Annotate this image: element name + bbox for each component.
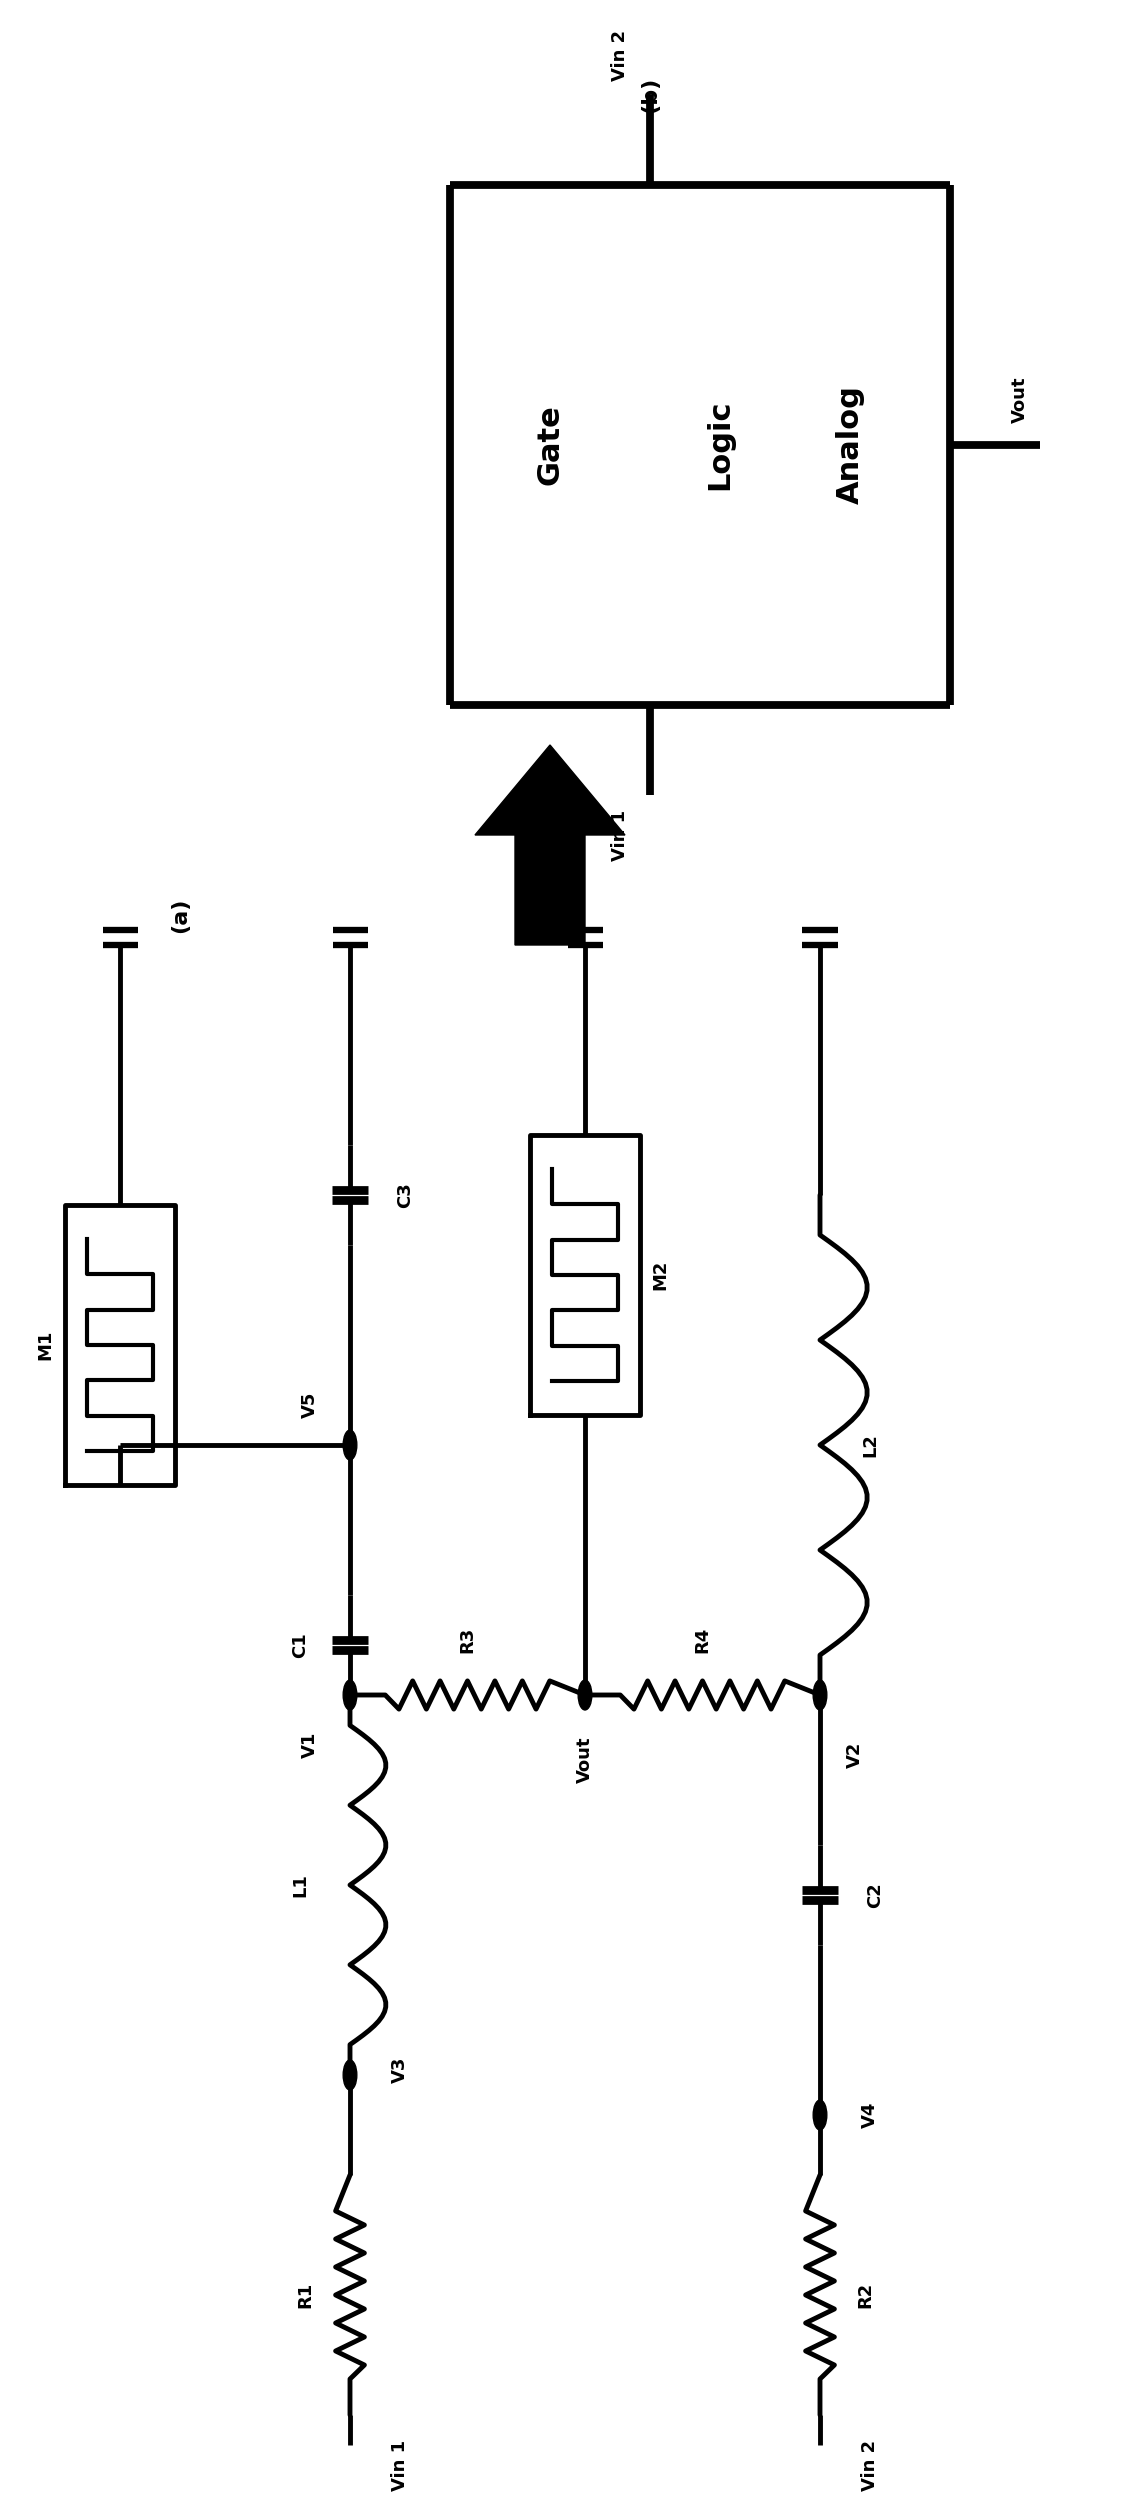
Circle shape <box>343 1679 357 1709</box>
Text: R2: R2 <box>856 2283 874 2308</box>
Text: C3: C3 <box>396 1183 414 1208</box>
Text: Vout: Vout <box>576 1737 594 1784</box>
Text: Vin 1: Vin 1 <box>611 808 629 861</box>
Text: Logic: Logic <box>705 399 735 489</box>
Text: Gate: Gate <box>536 404 564 487</box>
Text: V3: V3 <box>391 2056 409 2083</box>
Text: Vin 2: Vin 2 <box>611 30 629 80</box>
Circle shape <box>343 1430 357 1460</box>
Text: V2: V2 <box>846 1742 864 1769</box>
Text: Analog: Analog <box>836 387 864 504</box>
Polygon shape <box>475 746 625 946</box>
Text: V5: V5 <box>301 1392 319 1417</box>
Circle shape <box>579 1679 592 1709</box>
Circle shape <box>813 1679 827 1709</box>
Text: (b): (b) <box>640 77 659 112</box>
Text: Vin 2: Vin 2 <box>861 2440 879 2490</box>
Text: R4: R4 <box>694 1627 712 1654</box>
Circle shape <box>813 2101 827 2131</box>
Text: V1: V1 <box>301 1732 319 1759</box>
Text: (a): (a) <box>171 898 190 933</box>
Text: C1: C1 <box>291 1632 309 1657</box>
Text: L2: L2 <box>861 1432 879 1457</box>
Text: Vin 1: Vin 1 <box>391 2440 409 2490</box>
Text: M2: M2 <box>652 1260 669 1290</box>
Text: R3: R3 <box>458 1627 476 1654</box>
Text: L1: L1 <box>291 1874 309 1896</box>
Circle shape <box>343 2061 357 2091</box>
Text: C2: C2 <box>866 1881 883 1909</box>
Text: Vout: Vout <box>1011 377 1029 424</box>
Text: V4: V4 <box>861 2101 879 2128</box>
Text: M1: M1 <box>36 1330 53 1360</box>
Text: R1: R1 <box>296 2283 314 2308</box>
